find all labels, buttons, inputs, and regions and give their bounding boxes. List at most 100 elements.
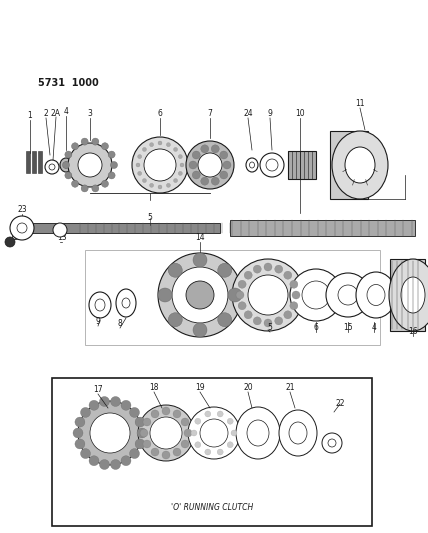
Ellipse shape	[367, 285, 385, 305]
Circle shape	[198, 153, 222, 177]
Circle shape	[10, 216, 34, 240]
Circle shape	[140, 429, 148, 437]
Circle shape	[143, 179, 146, 183]
Circle shape	[174, 148, 178, 151]
Circle shape	[73, 428, 83, 438]
Circle shape	[81, 185, 88, 192]
Text: 4: 4	[372, 324, 377, 333]
Text: 2: 2	[44, 109, 48, 118]
Circle shape	[132, 137, 188, 193]
Bar	[52, 378, 372, 526]
Ellipse shape	[60, 158, 72, 172]
Circle shape	[338, 285, 358, 305]
Circle shape	[201, 177, 209, 185]
Circle shape	[238, 280, 246, 288]
Circle shape	[168, 263, 182, 277]
Ellipse shape	[247, 420, 269, 446]
Circle shape	[130, 449, 140, 458]
Circle shape	[223, 161, 231, 169]
Circle shape	[158, 253, 242, 337]
Circle shape	[143, 418, 151, 426]
Circle shape	[138, 172, 142, 175]
Circle shape	[143, 148, 146, 151]
Text: 20: 20	[243, 384, 253, 392]
Text: 9: 9	[268, 109, 273, 118]
Circle shape	[49, 164, 55, 170]
Ellipse shape	[345, 147, 375, 183]
Circle shape	[68, 143, 112, 187]
Circle shape	[101, 180, 108, 187]
Circle shape	[166, 143, 170, 147]
Circle shape	[284, 311, 292, 319]
Circle shape	[186, 141, 234, 189]
Text: 7: 7	[208, 109, 212, 118]
Circle shape	[238, 302, 246, 310]
Text: 5: 5	[148, 214, 152, 222]
Circle shape	[99, 397, 110, 407]
Circle shape	[80, 449, 90, 458]
Bar	[230, 220, 415, 236]
Circle shape	[81, 138, 88, 145]
Circle shape	[135, 439, 145, 449]
Circle shape	[326, 273, 370, 317]
Bar	[20, 223, 220, 233]
Circle shape	[92, 138, 99, 145]
Text: 14: 14	[195, 233, 205, 243]
Circle shape	[108, 151, 115, 158]
Text: 10: 10	[295, 109, 305, 118]
Circle shape	[200, 419, 228, 447]
Ellipse shape	[279, 410, 317, 456]
Circle shape	[191, 430, 197, 436]
Circle shape	[62, 161, 69, 168]
Text: 12: 12	[9, 233, 19, 243]
Circle shape	[149, 143, 154, 147]
Circle shape	[65, 172, 72, 179]
Circle shape	[110, 397, 121, 407]
Circle shape	[290, 269, 342, 321]
Ellipse shape	[95, 299, 105, 311]
Circle shape	[65, 151, 72, 158]
Text: 18: 18	[149, 384, 159, 392]
Circle shape	[218, 263, 232, 277]
Bar	[38, 151, 42, 173]
Circle shape	[227, 442, 233, 448]
Circle shape	[181, 440, 189, 448]
Circle shape	[172, 267, 228, 323]
Circle shape	[89, 400, 99, 410]
Text: 6: 6	[158, 109, 163, 118]
Circle shape	[17, 223, 27, 233]
Circle shape	[138, 155, 142, 159]
Circle shape	[284, 271, 292, 279]
Ellipse shape	[289, 422, 307, 444]
Circle shape	[205, 449, 211, 455]
Circle shape	[178, 155, 182, 159]
Circle shape	[89, 456, 99, 466]
Circle shape	[264, 319, 272, 327]
Ellipse shape	[389, 259, 428, 331]
Circle shape	[188, 407, 240, 459]
Circle shape	[45, 160, 59, 174]
Circle shape	[90, 413, 130, 453]
Circle shape	[220, 171, 228, 179]
Text: 17: 17	[93, 385, 103, 394]
Circle shape	[75, 417, 85, 427]
Text: 16: 16	[408, 327, 418, 336]
Text: 24: 24	[243, 109, 253, 118]
Circle shape	[322, 433, 342, 453]
Ellipse shape	[401, 277, 425, 313]
Circle shape	[266, 159, 278, 171]
Circle shape	[248, 275, 288, 315]
Circle shape	[180, 163, 184, 167]
Circle shape	[227, 418, 233, 424]
Circle shape	[110, 161, 118, 168]
Circle shape	[149, 183, 154, 187]
Ellipse shape	[236, 407, 280, 459]
Text: 8: 8	[118, 319, 122, 328]
Text: 9: 9	[95, 318, 101, 327]
Circle shape	[244, 311, 252, 319]
Circle shape	[80, 407, 90, 417]
Circle shape	[158, 141, 162, 145]
Circle shape	[205, 411, 211, 417]
Circle shape	[236, 291, 244, 299]
Circle shape	[217, 411, 223, 417]
